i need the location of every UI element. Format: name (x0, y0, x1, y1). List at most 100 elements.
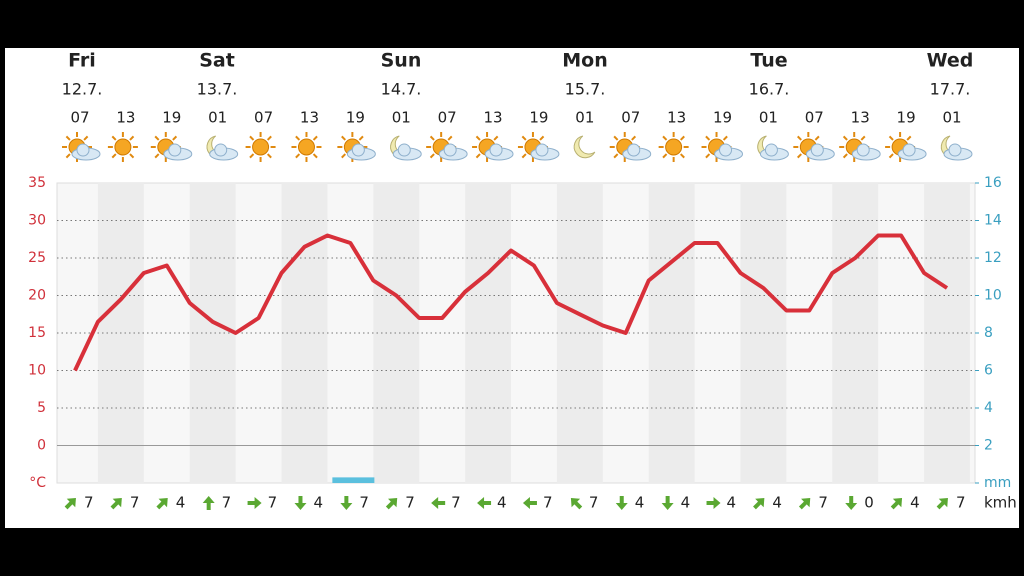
day-name: Sat (199, 50, 235, 72)
y-tick-label: 0 (37, 438, 46, 454)
weather-icon (150, 132, 193, 162)
wind-speed: 7 (451, 494, 461, 512)
sun-ray (860, 135, 866, 141)
wind-arrow (294, 496, 307, 510)
hour-label: 19 (897, 109, 916, 127)
hour-label: 13 (667, 109, 686, 127)
sun-ray (295, 135, 301, 141)
wind-speed: 0 (864, 494, 874, 512)
sun-ray (722, 135, 728, 141)
sun-ray (613, 153, 619, 159)
sun-ray (266, 135, 272, 141)
sun-ray (662, 153, 668, 159)
sun-ray (888, 153, 894, 159)
y2-tick-label: 8 (984, 325, 993, 341)
wind-speed: 7 (268, 494, 278, 512)
sun-ray (842, 135, 848, 141)
y2-tick-label: 2 (984, 438, 993, 454)
wind-speed: 4 (313, 494, 323, 512)
sun-ray (888, 135, 894, 141)
sun-ray (906, 135, 912, 141)
day-name: Mon (562, 50, 608, 72)
cloud (856, 143, 870, 157)
sun-ray (475, 135, 481, 141)
sun-ray (797, 135, 802, 141)
arrow (294, 496, 307, 510)
sun-ray (65, 135, 71, 141)
y2-tick-label: 4 (984, 400, 993, 416)
arrow (385, 498, 398, 510)
hour-label: 07 (70, 109, 89, 127)
arrow (340, 496, 353, 510)
arrow (431, 497, 446, 509)
hour-label: 13 (484, 109, 503, 127)
sun-ray (662, 135, 668, 141)
cloud (627, 143, 641, 157)
stripe (740, 183, 787, 483)
y2-tick-label: 16 (984, 175, 1002, 191)
weather-icon (793, 132, 835, 162)
arrow (202, 496, 215, 510)
y-tick-label: 10 (28, 363, 46, 379)
sun-ray (447, 135, 453, 141)
cloud (214, 143, 228, 157)
arrow (615, 496, 628, 510)
arrow (570, 498, 583, 510)
cloud (535, 143, 549, 157)
wind-speed: 4 (910, 494, 920, 512)
weather-icon (390, 135, 422, 161)
arrow (110, 498, 122, 510)
arrow (64, 498, 76, 510)
day-date: 14.7. (381, 80, 422, 99)
weather-icon (62, 132, 101, 162)
day-name: Fri (68, 50, 96, 72)
weather-icon (658, 132, 689, 162)
sun-ray (493, 135, 499, 141)
sun-ray (129, 153, 135, 159)
wind-speed: 7 (222, 494, 232, 512)
cloud (397, 143, 411, 157)
wind-arrow (385, 498, 398, 510)
weather-icon (337, 132, 376, 162)
sun-ray (154, 135, 160, 141)
arrow (477, 497, 492, 509)
arrow (706, 497, 721, 509)
sun (297, 138, 315, 156)
stripe (373, 183, 420, 483)
day-date: 16.7. (749, 80, 790, 99)
temperature-line (73, 233, 949, 372)
weather-icon (426, 132, 468, 162)
sun-ray (842, 153, 848, 159)
wind-speed: 4 (727, 494, 737, 512)
sun-ray (679, 153, 685, 159)
wind-speed: 4 (681, 494, 691, 512)
y-tick-label: 25 (28, 250, 46, 266)
arrow (936, 498, 948, 510)
sun-ray (249, 135, 255, 141)
wind-arrow (615, 496, 628, 510)
moon (573, 135, 596, 159)
cloud (351, 143, 365, 157)
sun-ray (429, 135, 435, 141)
weather-icon (940, 135, 973, 161)
wind-arrow (156, 498, 168, 510)
sun-ray (521, 153, 527, 159)
sun (665, 138, 683, 156)
hour-label: 01 (942, 109, 961, 127)
wind-arrow (890, 498, 903, 510)
sun-ray (429, 153, 435, 159)
weather-icon (517, 132, 560, 162)
day-name: Tue (750, 50, 787, 72)
precipitation-bar (332, 477, 375, 483)
cloud (810, 143, 824, 157)
hour-label: 19 (346, 109, 365, 127)
weather-icon (107, 132, 138, 162)
arrow (845, 496, 858, 510)
sun-ray (521, 135, 527, 141)
arrow (247, 497, 262, 509)
wind-arrow (110, 498, 122, 510)
weather-icon (701, 132, 744, 162)
hour-label: 07 (621, 109, 640, 127)
arrow (753, 498, 765, 510)
